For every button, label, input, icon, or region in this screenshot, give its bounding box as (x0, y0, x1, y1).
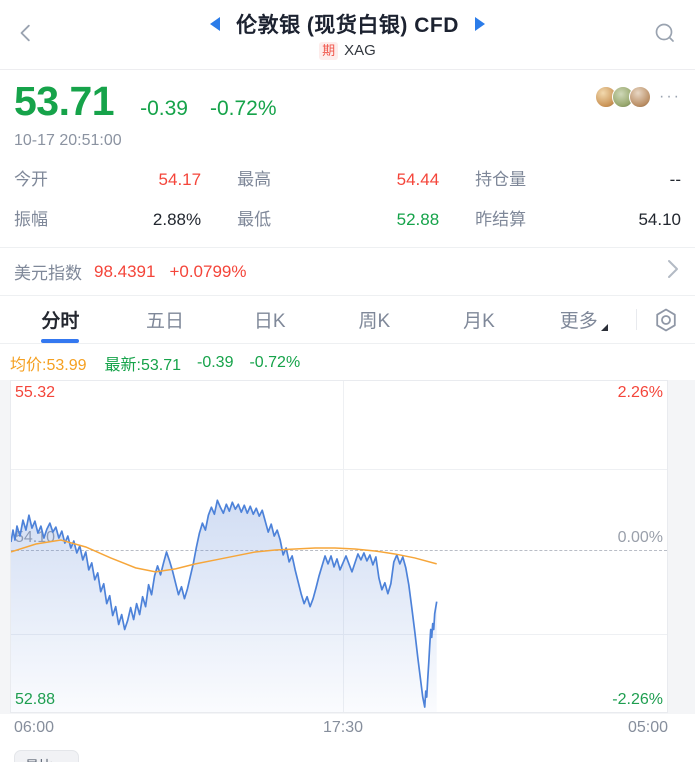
tab-monthly-k[interactable]: 月K (463, 311, 495, 333)
legend-change-pct: -0.72% (249, 354, 301, 372)
stats-grid: 今开 54.17 最高 54.44 持仓量 -- 振幅 2.88% 最低 52.… (14, 165, 681, 230)
page-title: 伦敦银 (现货白银) CFD (236, 14, 459, 37)
back-button[interactable] (12, 16, 42, 50)
search-button[interactable] (649, 16, 681, 50)
gridline (11, 468, 667, 470)
symbol-code: XAG (344, 42, 376, 60)
commenters-button[interactable]: ··· (595, 86, 681, 108)
chart-plot-area[interactable]: 55.32 2.26% 54.10 0.00% 52.88 -2.26% (10, 380, 668, 714)
tab-five-day[interactable]: 五日 (146, 311, 185, 333)
quote-timestamp: 10-17 20:51:00 (14, 132, 122, 150)
divider (636, 309, 638, 331)
stat-low: 最低 52.88 (237, 210, 440, 230)
last-price: 53.71 (14, 78, 115, 124)
usd-index-change: +0.0799% (169, 261, 247, 281)
legend-change: -0.39 (197, 354, 234, 372)
intraday-chart: 55.32 2.26% 54.10 0.00% 52.88 -2.26% (0, 380, 695, 715)
y-label-high-pct: 2.26% (617, 384, 663, 402)
tab-minute[interactable]: 分时 (8, 296, 113, 343)
chevron-left-icon (20, 24, 30, 42)
stat-prev-settle: 昨结算 54.10 (475, 210, 681, 230)
x-label-start: 06:00 (14, 719, 55, 737)
y-label-low-pct: -2.26% (612, 691, 663, 709)
header: 伦敦银 (现货白银) CFD 期 XAG (0, 0, 695, 70)
legend-latest-price: 最新:53.71 (104, 357, 182, 375)
y-label-high-price: 55.32 (15, 384, 56, 402)
legend-avg-price: 均价:53.99 (10, 357, 87, 375)
tab-more[interactable]: 更多 (531, 296, 636, 343)
quote-section: 53.71 -0.39 -0.72% ··· 10-17 20:51:00 (0, 70, 695, 150)
price-change: -0.39 (140, 97, 188, 120)
tab-weekly-k[interactable]: 周K (358, 311, 391, 333)
stat-amplitude: 振幅 2.88% (14, 210, 202, 230)
y-label-low-price: 52.88 (15, 691, 56, 709)
volume-ratio-selector[interactable]: 量比 (14, 750, 79, 762)
chart-settings-button[interactable] (637, 296, 695, 343)
price-line-chart (11, 499, 438, 713)
gridline (342, 381, 344, 713)
usd-index-label: 美元指数 (14, 264, 82, 284)
stat-high: 最高 54.44 (237, 170, 440, 190)
prev-instrument-icon[interactable] (210, 17, 221, 31)
search-icon (655, 23, 674, 42)
prev-close-dashed-line (11, 549, 667, 551)
footer: 量比 (0, 742, 695, 762)
usd-index-value: 98.4391 (94, 261, 156, 281)
settings-hexagon-icon (656, 308, 676, 331)
chevron-right-icon (668, 260, 678, 279)
next-instrument-icon[interactable] (474, 17, 485, 31)
chart-legend: 均价:53.99 最新:53.71 -0.39 -0.72% (0, 344, 695, 380)
market-type-badge: 期 (319, 42, 339, 60)
tab-daily-k[interactable]: 日K (253, 311, 286, 333)
price-change-pct: -0.72% (209, 97, 277, 120)
y-label-zero-pct: 0.00% (617, 528, 663, 546)
ellipsis-icon: ··· (659, 88, 681, 105)
usd-index-row[interactable]: 美元指数 98.4391 +0.0799% (0, 248, 695, 297)
divider (0, 247, 695, 249)
dropdown-caret-icon (600, 324, 608, 332)
period-tabs: 分时 五日 日K 周K 月K 更多 (0, 296, 695, 345)
time-axis: 06:00 17:30 05:00 (0, 714, 695, 742)
volume-ratio-label: 量比 (25, 756, 53, 762)
stat-open-interest: 持仓量 -- (475, 170, 681, 190)
x-label-mid: 17:30 (322, 719, 364, 737)
avatar (629, 86, 652, 108)
x-label-end: 05:00 (627, 719, 668, 737)
stat-open: 今开 54.17 (14, 170, 202, 190)
